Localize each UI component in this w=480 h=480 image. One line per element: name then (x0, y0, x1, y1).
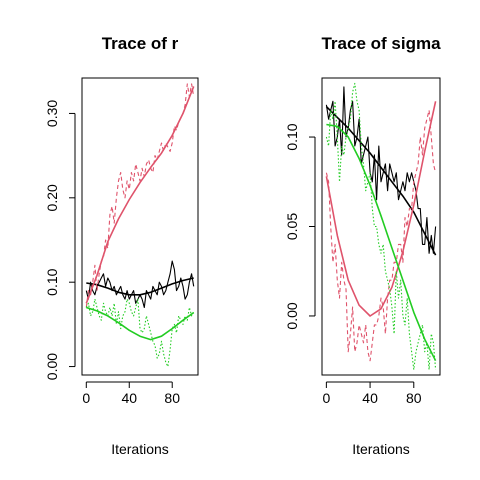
x-tick-label: 40 (362, 390, 378, 406)
series-line-5-smooth (326, 125, 435, 361)
series-line-1-smooth (86, 278, 193, 295)
x-tick-label: 80 (164, 390, 180, 406)
chart-title: Trace of sigma (321, 34, 441, 53)
series-line-2-trace (326, 110, 435, 361)
series-layer (86, 84, 193, 367)
y-tick-label: 0.20 (44, 184, 60, 211)
plot-frame (82, 78, 198, 375)
y-tick-label: 0.00 (44, 353, 60, 380)
series-line-0-trace (326, 87, 435, 253)
series-line-3-smooth (86, 86, 193, 303)
x-tick-label: 0 (82, 390, 90, 406)
y-tick-label: 0.05 (284, 213, 300, 240)
series-line-2-trace (86, 84, 193, 308)
axis-layer: 0 40 80 0.00 0.05 0.10 (284, 123, 422, 406)
chart-title: Trace of r (102, 34, 179, 53)
y-tick-label: 0.00 (284, 302, 300, 329)
series-line-4-trace (86, 299, 193, 367)
y-tick-label: 0.10 (284, 123, 300, 150)
panel-trace-of-r: Trace of r Iterations 0 40 800.000.100.200… (44, 34, 198, 457)
x-tick-label: 0 (322, 390, 330, 406)
y-tick-label: 0.10 (44, 268, 60, 295)
x-axis-label: Iterations (111, 441, 169, 457)
series-layer (326, 83, 435, 369)
x-tick-label: 40 (121, 390, 137, 406)
axis-layer: 0 40 80 0.00 0.10 0.20 0.30 (44, 100, 180, 406)
series-line-0-trace (86, 261, 193, 307)
x-axis-label: Iterations (352, 441, 410, 457)
y-tick-label: 0.30 (44, 100, 60, 127)
panel-trace-of-sigma: Trace of sigma Iterations 0 40 800.000.050… (284, 34, 441, 457)
x-tick-label: 80 (406, 390, 422, 406)
